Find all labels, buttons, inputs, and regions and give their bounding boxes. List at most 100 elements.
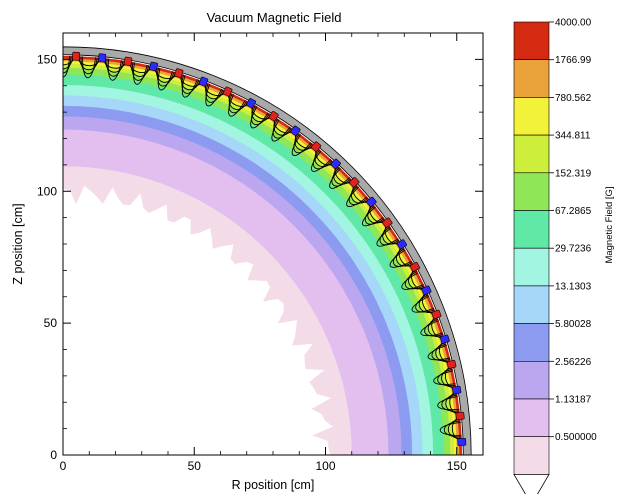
- field-line: [294, 132, 314, 151]
- field-line: [395, 246, 414, 267]
- magnet-8: [409, 262, 420, 272]
- magnet-21: [149, 61, 158, 72]
- field-line: [313, 149, 333, 170]
- field-line: [157, 67, 175, 87]
- field-line: [78, 56, 100, 71]
- field-line: [104, 58, 126, 73]
- colorbar-tick-label: 29.7236: [555, 244, 592, 255]
- field-line: [251, 104, 272, 123]
- field-contours: [63, 56, 462, 455]
- field-line: [382, 224, 401, 245]
- x-tick-label: 0: [60, 459, 67, 473]
- field-line: [392, 248, 413, 267]
- field-line: [351, 184, 370, 204]
- magnet-10: [382, 217, 393, 228]
- colorbar-swatch-5: [513, 210, 550, 249]
- field-line: [427, 317, 444, 338]
- colorbar-tick-label: 1.13187: [555, 395, 592, 406]
- field-line: [431, 343, 451, 361]
- field-line: [447, 418, 462, 440]
- colorbar-tick-label: 67.2865: [555, 206, 592, 217]
- axis-ticks: 0 50 100 150 0 50 100 150: [37, 33, 483, 473]
- field-line: [435, 341, 451, 362]
- colorbar-tick-label: 13.1303: [555, 281, 592, 292]
- magnet-6: [431, 309, 442, 320]
- y-tick-label: 0: [50, 448, 57, 462]
- field-line: [314, 148, 334, 167]
- y-axis-label: Z position [cm]: [11, 203, 25, 284]
- x-tick-label: 50: [188, 459, 202, 473]
- magnet-4: [446, 360, 457, 369]
- magnet-12: [349, 177, 360, 188]
- field-line: [82, 56, 97, 79]
- field-line: [331, 166, 352, 187]
- colorbar: 4000.00 1766.99 780.562 344.811 152.319 67.28…: [513, 18, 597, 494]
- colorbar-swatch-11: [513, 436, 550, 475]
- colorbar-swatch-6: [513, 247, 550, 287]
- field-line: [205, 82, 226, 100]
- field-line: [228, 92, 249, 110]
- field-line: [107, 58, 122, 81]
- field-line: [401, 272, 424, 290]
- field-line: [389, 249, 412, 268]
- field-line: [364, 205, 385, 225]
- field-line: [181, 74, 200, 94]
- colorbar-swatch-8: [513, 323, 550, 362]
- field-line: [293, 133, 313, 154]
- magnets: [72, 51, 467, 446]
- field-line: [271, 119, 291, 142]
- magnet-18: [222, 86, 233, 97]
- field-line: [205, 83, 223, 107]
- magnet-11: [366, 196, 377, 207]
- magnet-7: [421, 285, 432, 296]
- field-line: [106, 58, 124, 77]
- field-line: [439, 421, 462, 436]
- magnet-1: [457, 438, 467, 446]
- field-line: [205, 83, 224, 103]
- field-line: [445, 392, 460, 414]
- field-line: [443, 420, 462, 438]
- colorbar-swatch-0: [513, 21, 550, 61]
- magnet-16: [268, 111, 279, 122]
- field-line: [411, 295, 435, 313]
- colorbar-swatch-1: [513, 59, 550, 98]
- x-tick-label: 150: [447, 459, 467, 473]
- chart-title: Vacuum Magnetic Field: [207, 10, 342, 25]
- plot-area: [63, 46, 472, 455]
- colorbar-tick-label: 1766.99: [555, 55, 592, 66]
- field-line: [333, 165, 353, 185]
- field-line: [437, 396, 460, 411]
- colorbar-tick-label: 2.56226: [555, 357, 592, 368]
- field-line: [424, 318, 444, 337]
- field-line: [376, 227, 399, 247]
- colorbar-swatch-9: [513, 360, 550, 400]
- field-line: [273, 117, 294, 136]
- field-line: [131, 62, 150, 81]
- low-field-region: [63, 185, 333, 455]
- magnet-2: [455, 411, 465, 420]
- x-axis-label: R position [cm]: [232, 478, 315, 492]
- field-line: [133, 62, 148, 85]
- magnet-17: [246, 98, 256, 109]
- x-tick-label: 100: [315, 459, 335, 473]
- magnet-20: [174, 68, 184, 79]
- field-line: [291, 134, 312, 156]
- field-line: [437, 368, 456, 387]
- colorbar-swatch-4: [513, 172, 550, 211]
- colorbar-tick-label: 344.811: [555, 131, 591, 142]
- field-line: [441, 394, 460, 412]
- magnet-13: [330, 158, 341, 169]
- colorbar-tick-label: 4000.00: [555, 18, 592, 29]
- field-line: [367, 204, 386, 224]
- field-line: [156, 67, 177, 83]
- field-line: [433, 370, 456, 385]
- colorbar-tick-label: 152.319: [555, 168, 592, 179]
- magnet-15: [290, 125, 301, 136]
- colorbar-swatch-7: [513, 285, 550, 324]
- field-line: [251, 105, 270, 126]
- field-line: [80, 56, 98, 75]
- magnet-19: [198, 76, 209, 87]
- field-line: [63, 56, 74, 70]
- field-line: [404, 270, 425, 290]
- field-line: [228, 93, 248, 114]
